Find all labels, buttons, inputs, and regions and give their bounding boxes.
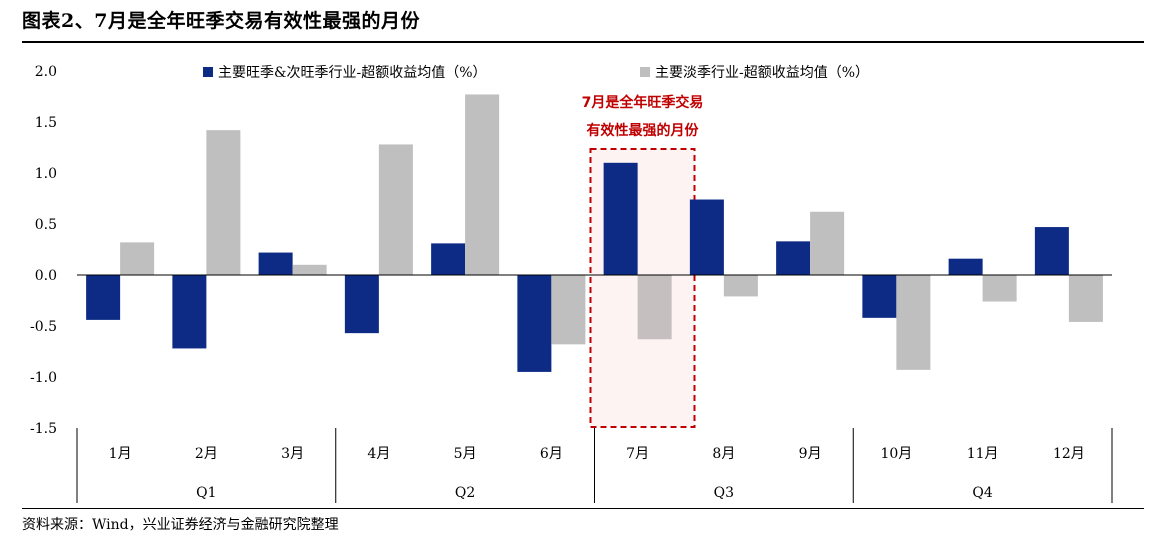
bar-off-season <box>551 275 586 345</box>
bar-peak-season <box>344 275 379 334</box>
bar-peak-season <box>517 275 552 372</box>
legend-swatch-peak <box>203 67 213 77</box>
y-tick-label: -0.5 <box>30 319 57 335</box>
bar-peak-season <box>431 243 466 275</box>
month-label: 12月 <box>1053 446 1085 462</box>
quarter-label: Q1 <box>196 485 216 501</box>
month-label: 7月 <box>626 446 649 462</box>
bar-off-season <box>378 144 413 275</box>
bar-off-season <box>120 242 155 275</box>
y-tick-label: 1.0 <box>35 166 57 182</box>
bar-off-season <box>292 264 327 275</box>
bar-peak-season <box>1034 227 1069 275</box>
y-tick-label: 1.5 <box>35 115 57 131</box>
annotation-line-2: 有效性最强的月份 <box>587 122 700 139</box>
bar-peak-season <box>776 241 811 275</box>
bar-peak-season <box>862 275 897 318</box>
bar-peak-season <box>86 275 121 320</box>
y-tick-label: -1.0 <box>30 370 57 386</box>
bar-peak-season <box>258 252 293 275</box>
legend-label-peak: 主要旺季&次旺季行业-超额收益均值（%） <box>218 65 487 81</box>
month-label: 1月 <box>109 446 132 462</box>
bar-peak-season <box>689 199 724 275</box>
bar-off-season <box>982 275 1017 302</box>
bar-off-season <box>206 130 241 275</box>
legend-swatch-off <box>640 67 650 77</box>
title-divider <box>22 41 1144 43</box>
bar-off-season <box>637 275 672 340</box>
quarter-label: Q2 <box>455 485 475 501</box>
bar-peak-season <box>603 162 638 275</box>
y-tick-label: -1.5 <box>30 421 57 437</box>
month-label: 11月 <box>967 446 999 462</box>
month-label: 2月 <box>195 446 218 462</box>
y-tick-label: 0.0 <box>35 268 57 284</box>
footer-divider <box>22 508 1144 509</box>
bar-peak-season <box>172 275 207 349</box>
month-label: 8月 <box>712 446 735 462</box>
month-label: 4月 <box>367 446 390 462</box>
month-label: 5月 <box>454 446 477 462</box>
bar-peak-season <box>948 258 983 275</box>
month-label: 9月 <box>799 446 822 462</box>
month-label: 3月 <box>281 446 304 462</box>
month-label: 6月 <box>540 446 563 462</box>
bar-off-season <box>810 211 845 275</box>
bar-off-season <box>723 275 758 297</box>
bar-off-season <box>465 94 500 276</box>
legend-label-off: 主要淡季行业-超额收益均值（%） <box>655 65 869 81</box>
y-tick-label: 0.5 <box>35 217 57 233</box>
bar-off-season <box>896 275 931 370</box>
chart-title: 图表2、7月是全年旺季交易有效性最强的月份 <box>22 10 420 32</box>
y-tick-label: 2.0 <box>35 64 57 80</box>
month-label: 10月 <box>880 446 912 462</box>
annotation-line-1: 7月是全年旺季交易 <box>582 94 704 111</box>
source-note: 资料来源：Wind，兴业证券经济与金融研究院整理 <box>22 517 339 533</box>
bar-off-season <box>1068 275 1103 322</box>
quarter-label: Q4 <box>972 485 992 501</box>
quarter-label: Q3 <box>714 485 734 501</box>
